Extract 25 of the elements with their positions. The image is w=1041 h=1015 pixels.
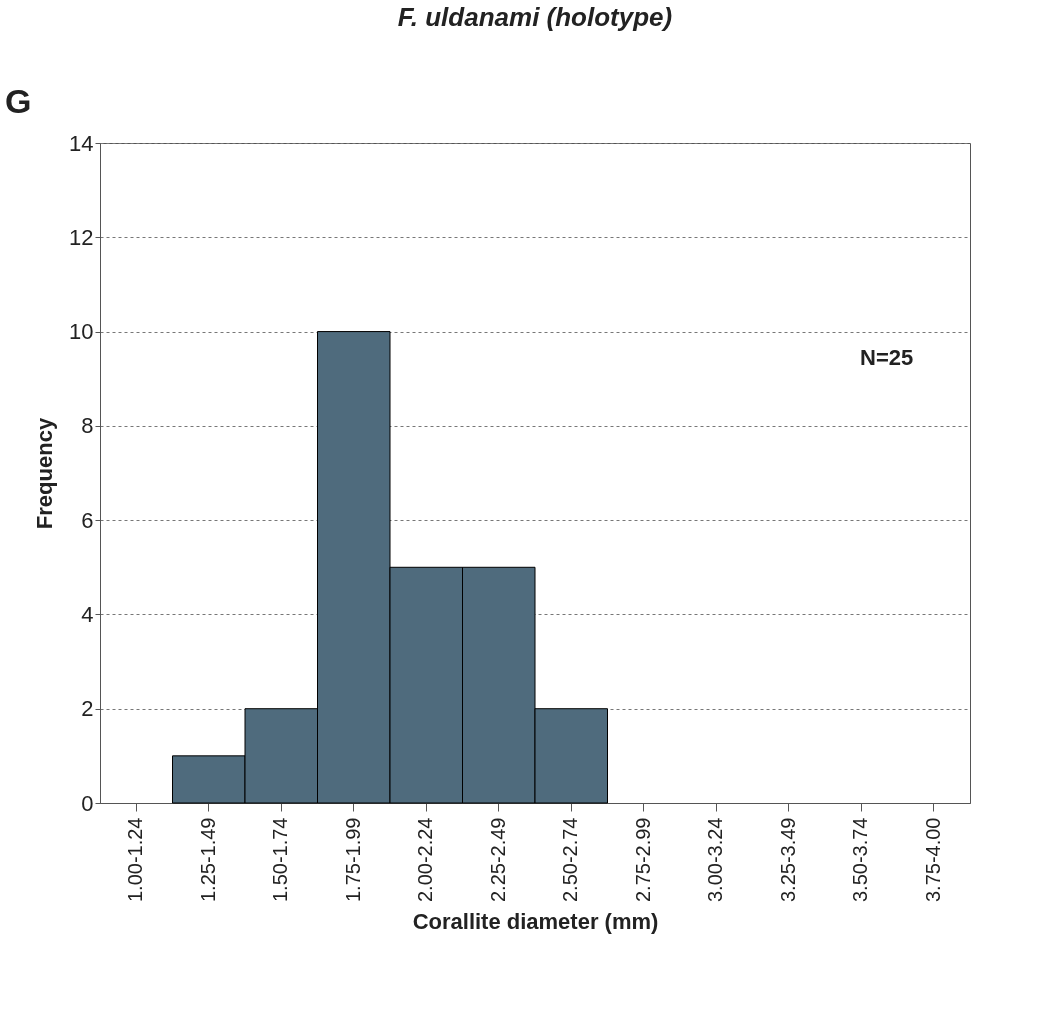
y-tick-label: 6 [81,507,94,533]
y-axis-title: Frequency [32,417,58,530]
x-tick-label: 2.00-2.24 [414,817,437,903]
x-tick-label: 2.75-2.99 [631,817,654,903]
y-tick-label: 2 [81,696,94,722]
annotation: N=25 [860,345,914,370]
x-tick-label: 1.50-1.74 [269,817,292,903]
x-axis-title: Corallite diameter (mm) [412,909,659,935]
y-tick-label: 12 [69,224,94,250]
x-tick-label: 3.50-3.74 [849,817,872,903]
x-tick-label: 2.25-2.49 [486,817,509,903]
text: G [5,82,32,120]
y-tick-label: 4 [81,601,94,627]
x-tick-label: 1.75-1.99 [341,817,364,903]
x-tick-label: 3.25-3.49 [776,817,799,903]
x-tick-label: 1.00-1.24 [124,817,147,903]
y-tick-label: 8 [81,413,94,439]
x-tick-label: 3.00-3.24 [704,817,727,903]
x-tick-label: 1.25-1.49 [196,817,219,903]
y-tick-label: 10 [69,319,94,345]
x-tick-label: 3.75-4.00 [921,817,944,903]
x-tick-label: 2.50-2.74 [559,817,582,903]
chart-title: F. uldanami (holotype) [397,2,673,32]
y-tick-label: 14 [69,130,94,156]
y-tick-label: 0 [81,790,94,816]
